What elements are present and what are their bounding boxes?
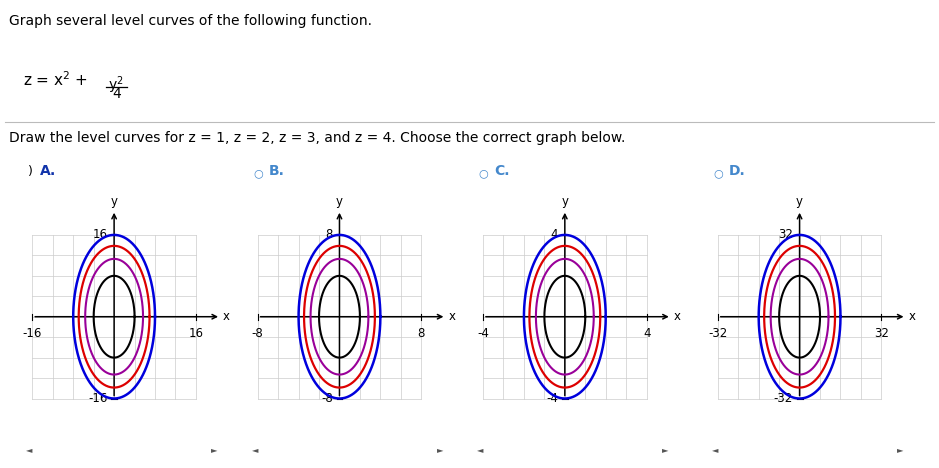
Text: -4: -4 bbox=[477, 327, 489, 339]
Text: ►: ► bbox=[662, 445, 669, 454]
Text: ◄: ◄ bbox=[712, 445, 718, 454]
Text: ): ) bbox=[28, 165, 33, 178]
Text: ○: ○ bbox=[254, 168, 263, 178]
Text: 8: 8 bbox=[418, 327, 425, 339]
Text: y: y bbox=[562, 196, 568, 208]
Text: B.: B. bbox=[269, 164, 285, 178]
Text: ○: ○ bbox=[714, 168, 723, 178]
Text: ◄: ◄ bbox=[26, 445, 33, 454]
Text: -8: -8 bbox=[321, 392, 333, 405]
Text: 4: 4 bbox=[643, 327, 651, 339]
Text: Draw the level curves for z = 1, z = 2, z = 3, and z = 4. Choose the correct gra: Draw the level curves for z = 1, z = 2, … bbox=[9, 131, 625, 145]
Text: 16: 16 bbox=[93, 228, 108, 241]
Text: y: y bbox=[796, 196, 803, 208]
Text: -32: -32 bbox=[708, 327, 728, 339]
Text: 4: 4 bbox=[113, 87, 121, 101]
Text: ◄: ◄ bbox=[477, 445, 484, 454]
Text: x: x bbox=[448, 310, 455, 323]
Text: 16: 16 bbox=[189, 327, 204, 339]
Text: A.: A. bbox=[40, 164, 56, 178]
Text: x: x bbox=[908, 310, 916, 323]
Text: y$^2$: y$^2$ bbox=[108, 75, 124, 96]
Text: 8: 8 bbox=[326, 228, 333, 241]
Text: ►: ► bbox=[437, 445, 443, 454]
Text: -4: -4 bbox=[546, 392, 559, 405]
Text: 4: 4 bbox=[551, 228, 559, 241]
Text: D.: D. bbox=[729, 164, 746, 178]
Text: C.: C. bbox=[494, 164, 510, 178]
Text: -32: -32 bbox=[774, 392, 793, 405]
Text: -16: -16 bbox=[88, 392, 108, 405]
Text: ◄: ◄ bbox=[252, 445, 258, 454]
Text: ►: ► bbox=[897, 445, 903, 454]
Text: y: y bbox=[111, 196, 117, 208]
Text: ○: ○ bbox=[479, 168, 488, 178]
Text: 32: 32 bbox=[778, 228, 793, 241]
Text: z = x$^2$ +: z = x$^2$ + bbox=[23, 70, 88, 89]
Text: -16: -16 bbox=[23, 327, 42, 339]
Text: Graph several level curves of the following function.: Graph several level curves of the follow… bbox=[9, 14, 373, 28]
Text: 32: 32 bbox=[874, 327, 889, 339]
Text: -8: -8 bbox=[252, 327, 264, 339]
Text: ►: ► bbox=[211, 445, 218, 454]
Text: y: y bbox=[336, 196, 343, 208]
Text: x: x bbox=[673, 310, 681, 323]
Text: x: x bbox=[223, 310, 230, 323]
